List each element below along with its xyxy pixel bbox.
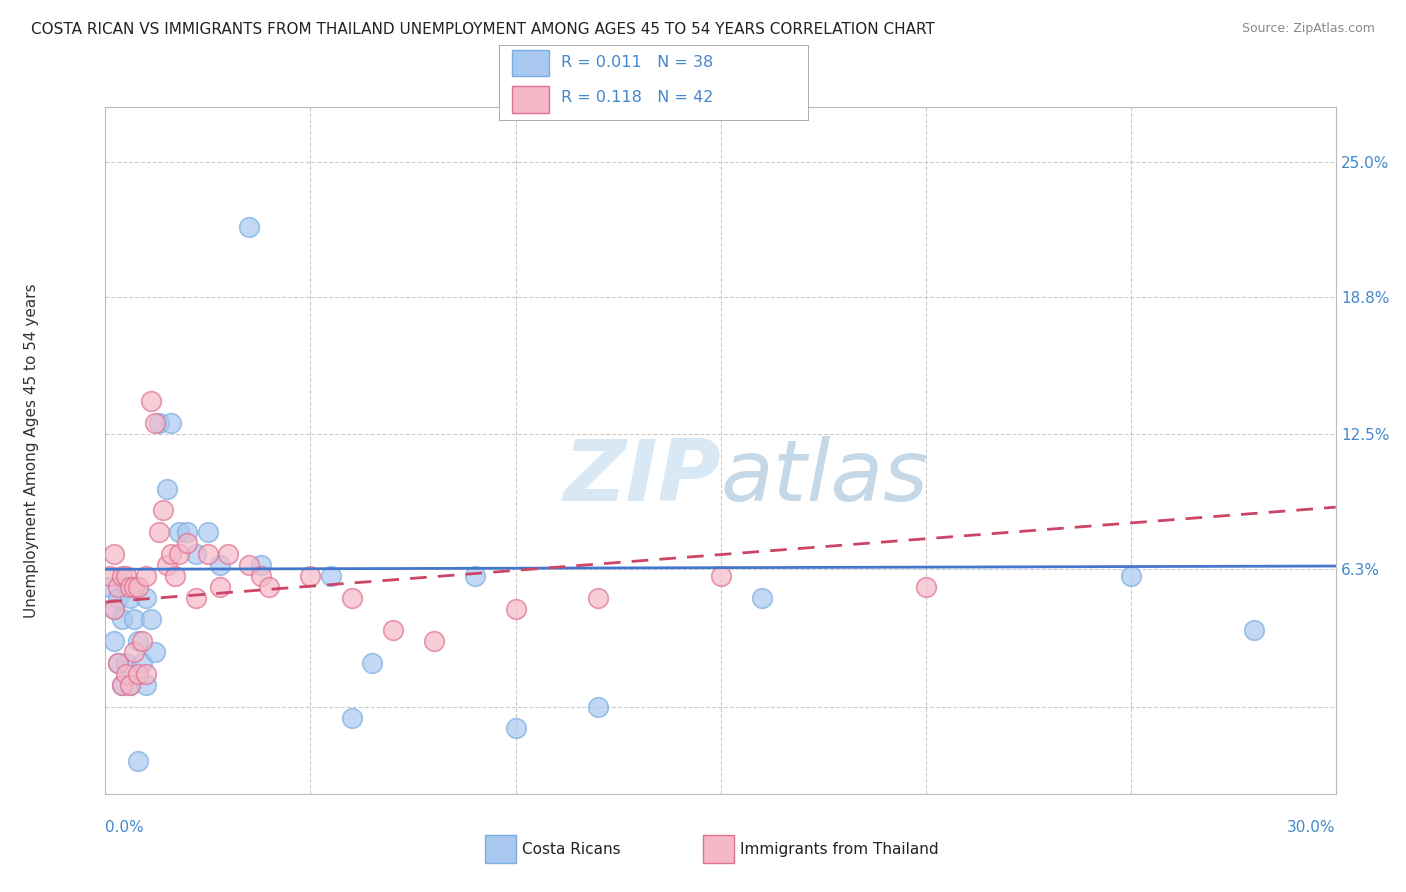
Point	[238, 219, 260, 234]
Point	[107, 656, 129, 670]
Point	[120, 678, 141, 692]
Point	[127, 667, 149, 681]
Point	[107, 591, 129, 605]
Point	[135, 569, 157, 583]
Point	[103, 601, 125, 615]
Point	[250, 569, 273, 583]
Point	[143, 645, 166, 659]
Point	[135, 667, 157, 681]
Point	[209, 558, 232, 572]
Point	[120, 591, 141, 605]
Text: COSTA RICAN VS IMMIGRANTS FROM THAILAND UNEMPLOYMENT AMONG AGES 45 TO 54 YEARS C: COSTA RICAN VS IMMIGRANTS FROM THAILAND …	[31, 22, 935, 37]
Point	[111, 569, 134, 583]
Text: 30.0%: 30.0%	[1288, 820, 1336, 835]
Point	[115, 656, 138, 670]
Point	[340, 710, 363, 724]
Point	[259, 580, 281, 594]
Point	[914, 580, 936, 594]
Point	[111, 678, 134, 692]
Point	[751, 591, 773, 605]
Point	[184, 591, 207, 605]
Point	[120, 678, 141, 692]
Point	[98, 580, 121, 594]
Point	[98, 569, 121, 583]
Point	[135, 678, 157, 692]
Point	[422, 634, 444, 648]
Point	[127, 754, 149, 768]
Point	[107, 580, 129, 594]
Point	[299, 569, 322, 583]
Point	[361, 656, 384, 670]
Point	[209, 580, 232, 594]
Point	[238, 558, 260, 572]
Text: R = 0.011   N = 38: R = 0.011 N = 38	[561, 54, 713, 70]
Point	[197, 547, 219, 561]
Point	[160, 547, 183, 561]
Point	[115, 569, 138, 583]
Text: Source: ZipAtlas.com: Source: ZipAtlas.com	[1241, 22, 1375, 36]
Point	[156, 482, 179, 496]
Point	[505, 722, 527, 736]
Point	[586, 699, 609, 714]
Text: atlas: atlas	[721, 436, 928, 519]
Point	[176, 525, 198, 540]
Point	[111, 678, 134, 692]
Point	[115, 667, 138, 681]
Point	[340, 591, 363, 605]
Bar	[512, 50, 548, 77]
Point	[250, 558, 273, 572]
Point	[131, 634, 153, 648]
Text: Costa Ricans: Costa Ricans	[522, 842, 620, 856]
Point	[197, 525, 219, 540]
Point	[139, 394, 162, 409]
Text: Unemployment Among Ages 45 to 54 years: Unemployment Among Ages 45 to 54 years	[24, 283, 39, 618]
Point	[160, 416, 183, 430]
Text: Immigrants from Thailand: Immigrants from Thailand	[740, 842, 938, 856]
Point	[176, 536, 198, 550]
Point	[107, 656, 129, 670]
Point	[152, 503, 174, 517]
Point	[127, 634, 149, 648]
Point	[169, 525, 191, 540]
Point	[710, 569, 733, 583]
Point	[115, 580, 138, 594]
Text: ZIP: ZIP	[562, 436, 721, 519]
Point	[165, 569, 187, 583]
Point	[381, 624, 404, 638]
Point	[148, 416, 170, 430]
Point	[135, 591, 157, 605]
Point	[184, 547, 207, 561]
Point	[122, 580, 145, 594]
Point	[586, 591, 609, 605]
Point	[1243, 624, 1265, 638]
Text: R = 0.118   N = 42: R = 0.118 N = 42	[561, 90, 713, 105]
Point	[1119, 569, 1142, 583]
Point	[156, 558, 179, 572]
Point	[131, 656, 153, 670]
Point	[103, 601, 125, 615]
Point	[218, 547, 240, 561]
Point	[143, 416, 166, 430]
Point	[139, 612, 162, 626]
Point	[122, 645, 145, 659]
Point	[120, 580, 141, 594]
Point	[464, 569, 486, 583]
Point	[148, 525, 170, 540]
Point	[103, 547, 125, 561]
Point	[103, 634, 125, 648]
Point	[111, 612, 134, 626]
Point	[127, 580, 149, 594]
Text: 0.0%: 0.0%	[105, 820, 145, 835]
Point	[122, 612, 145, 626]
Point	[319, 569, 342, 583]
Point	[505, 601, 527, 615]
Bar	[512, 87, 548, 112]
Point	[169, 547, 191, 561]
